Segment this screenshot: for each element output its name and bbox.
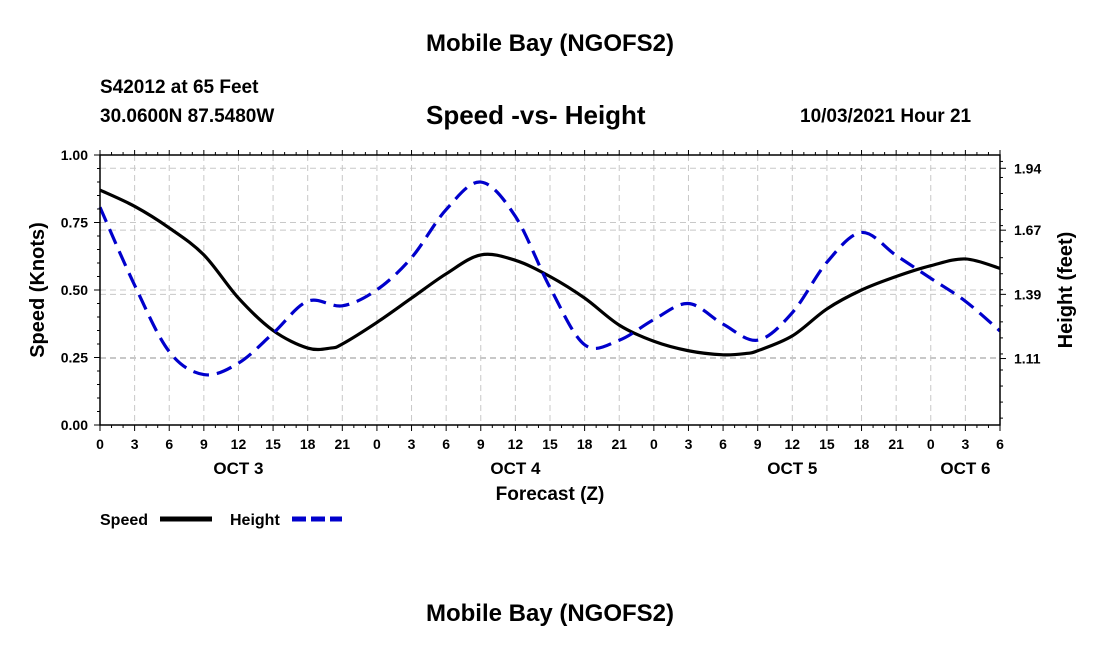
x-tick-label: 21: [888, 436, 904, 452]
x-tick-label: 6: [442, 436, 450, 452]
station-label: S42012 at 65 Feet: [100, 77, 259, 98]
x-tick-label: 9: [754, 436, 762, 452]
x-tick-label: 12: [785, 436, 801, 452]
x-tick-label: 6: [996, 436, 1004, 452]
x-tick-label: 21: [335, 436, 351, 452]
x-tick-label: 3: [961, 436, 969, 452]
coordinates-label: 30.0600N 87.5480W: [100, 106, 275, 127]
y2-tick-label: 1.94: [1014, 160, 1041, 176]
x-tick-label: 3: [685, 436, 693, 452]
chart-subtitle: Speed -vs- Height: [426, 100, 646, 130]
x-tick-label: 18: [854, 436, 870, 452]
y2-tick-label: 1.67: [1014, 222, 1041, 238]
series-lines: [98, 180, 1002, 377]
x-tick-label: 0: [650, 436, 658, 452]
legend-label-speed: Speed: [100, 512, 148, 529]
y-axis-title: Speed (Knots): [27, 222, 49, 358]
y-tick-label: 0.00: [61, 417, 88, 433]
x-tick-label: 0: [96, 436, 104, 452]
x-tick-label: 18: [577, 436, 593, 452]
page-title: Mobile Bay (NGOFS2): [425, 30, 675, 57]
x-tick-label: 15: [265, 436, 281, 452]
x-tick-label: 6: [719, 436, 727, 452]
y2-axis-title: Height (feet): [1055, 232, 1077, 349]
y2-tick-label: 1.39: [1014, 286, 1041, 302]
x-tick-label: 3: [408, 436, 416, 452]
forecast-datetime: 10/03/2021 Hour 21: [800, 106, 972, 127]
series-line-height: [98, 180, 1002, 377]
x-axis-title: Forecast (Z): [496, 484, 605, 505]
x-tick-label: 0: [927, 436, 935, 452]
legend: Speed Height: [100, 512, 342, 529]
series-line-speed: [99, 188, 1001, 357]
axes: 0 3 6 9 12 15 18 21 0 3 6 9 12 15 18 21 0 3 6 9 12 15 18 21 0 3 6 0…: [27, 147, 1077, 505]
x-tick-label: 21: [611, 436, 627, 452]
x-tick-label: 12: [508, 436, 524, 452]
y2-tick-label: 1.11: [1014, 351, 1041, 367]
x-tick-label: 0: [373, 436, 381, 452]
legend-label-height: Height: [230, 512, 280, 529]
y-tick-label: 1.00: [61, 147, 88, 163]
y-tick-label: 0.50: [61, 282, 88, 298]
x-tick-label: 18: [300, 436, 316, 452]
x-tick-label: 9: [200, 436, 208, 452]
x-tick-label: 6: [165, 436, 173, 452]
y-tick-label: 0.75: [61, 215, 88, 231]
grid-lines: [100, 155, 1000, 425]
y-tick-label: 0.25: [61, 350, 88, 366]
page-title-footer: Mobile Bay (NGOFS2): [425, 600, 675, 627]
x-tick-label: 15: [819, 436, 835, 452]
day-label: OCT 5: [767, 459, 817, 478]
x-tick-label: 3: [131, 436, 139, 452]
x-tick-label: 12: [231, 436, 247, 452]
x-tick-label: 15: [542, 436, 558, 452]
x-tick-label: 9: [477, 436, 485, 452]
day-label: OCT 4: [490, 459, 541, 478]
day-label: OCT 6: [940, 459, 990, 478]
day-label: OCT 3: [213, 459, 263, 478]
